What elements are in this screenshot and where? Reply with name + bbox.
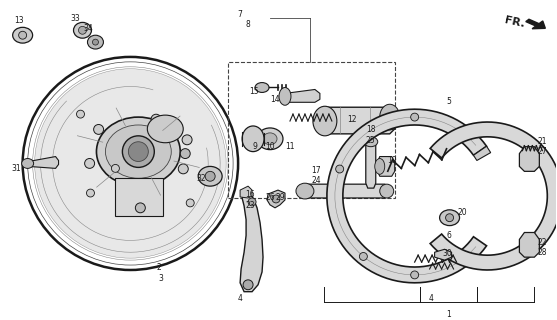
Text: 29: 29 xyxy=(275,194,285,203)
Ellipse shape xyxy=(85,158,95,168)
Text: 14: 14 xyxy=(270,95,280,104)
Polygon shape xyxy=(434,249,452,260)
Ellipse shape xyxy=(178,164,188,174)
Ellipse shape xyxy=(151,114,161,124)
Polygon shape xyxy=(519,233,539,257)
Bar xyxy=(115,178,163,216)
Ellipse shape xyxy=(35,69,226,258)
Text: 8: 8 xyxy=(246,20,251,29)
Ellipse shape xyxy=(380,184,394,198)
Polygon shape xyxy=(430,122,557,270)
Polygon shape xyxy=(267,190,285,208)
Text: FR.: FR. xyxy=(504,15,526,29)
Ellipse shape xyxy=(359,252,368,260)
Ellipse shape xyxy=(257,128,283,150)
Polygon shape xyxy=(378,156,395,176)
Text: 17
24: 17 24 xyxy=(311,165,321,185)
Ellipse shape xyxy=(135,203,145,213)
Text: 33: 33 xyxy=(71,14,80,23)
Text: 15: 15 xyxy=(249,87,259,96)
Ellipse shape xyxy=(105,125,171,178)
Text: 21
27: 21 27 xyxy=(538,137,547,156)
Polygon shape xyxy=(28,156,58,168)
Ellipse shape xyxy=(74,22,91,38)
Ellipse shape xyxy=(411,113,419,121)
Ellipse shape xyxy=(248,198,256,206)
FancyArrow shape xyxy=(526,19,545,29)
Polygon shape xyxy=(302,184,388,198)
Text: 31: 31 xyxy=(12,164,22,173)
Text: 5: 5 xyxy=(446,97,451,106)
Ellipse shape xyxy=(18,31,27,39)
Ellipse shape xyxy=(279,87,291,105)
Ellipse shape xyxy=(336,165,344,173)
Text: 4: 4 xyxy=(238,294,242,303)
Ellipse shape xyxy=(22,158,33,168)
Ellipse shape xyxy=(411,271,419,279)
Text: 26: 26 xyxy=(265,194,275,203)
Text: 10: 10 xyxy=(265,142,275,151)
Ellipse shape xyxy=(446,214,453,222)
Text: 32: 32 xyxy=(197,174,206,183)
Text: 1: 1 xyxy=(446,310,451,319)
Ellipse shape xyxy=(313,106,337,136)
Polygon shape xyxy=(285,90,320,102)
Polygon shape xyxy=(315,107,395,134)
Ellipse shape xyxy=(87,35,104,49)
Ellipse shape xyxy=(205,171,215,181)
Text: 34: 34 xyxy=(84,24,94,33)
Ellipse shape xyxy=(180,149,190,158)
Text: 7: 7 xyxy=(238,10,242,19)
Bar xyxy=(228,62,395,198)
Ellipse shape xyxy=(186,199,194,207)
Ellipse shape xyxy=(92,39,99,45)
Text: 11: 11 xyxy=(285,142,295,151)
Text: 13: 13 xyxy=(14,16,23,25)
Polygon shape xyxy=(240,186,252,198)
Polygon shape xyxy=(366,139,376,188)
Ellipse shape xyxy=(364,137,378,147)
Text: 12: 12 xyxy=(347,115,356,124)
Ellipse shape xyxy=(86,189,95,197)
Ellipse shape xyxy=(133,181,143,191)
Text: 4: 4 xyxy=(428,294,433,303)
Ellipse shape xyxy=(96,117,180,186)
Ellipse shape xyxy=(242,126,264,152)
Ellipse shape xyxy=(13,27,33,43)
Polygon shape xyxy=(473,146,491,161)
Text: 19: 19 xyxy=(387,156,397,165)
Polygon shape xyxy=(519,147,539,171)
Ellipse shape xyxy=(296,183,314,199)
Ellipse shape xyxy=(263,133,277,145)
Text: 16
23: 16 23 xyxy=(245,190,255,210)
Text: 18
25: 18 25 xyxy=(366,125,375,145)
Ellipse shape xyxy=(148,115,183,143)
Ellipse shape xyxy=(243,280,253,290)
Ellipse shape xyxy=(111,164,119,172)
Ellipse shape xyxy=(123,136,154,167)
Text: 6: 6 xyxy=(446,231,451,240)
Ellipse shape xyxy=(198,166,222,186)
Text: 9: 9 xyxy=(253,142,257,151)
Ellipse shape xyxy=(128,142,148,162)
Ellipse shape xyxy=(182,135,192,145)
Ellipse shape xyxy=(272,195,280,203)
Text: 30: 30 xyxy=(443,249,452,258)
Ellipse shape xyxy=(79,26,86,34)
Text: 2: 2 xyxy=(157,262,162,272)
Text: 20: 20 xyxy=(458,208,467,217)
Polygon shape xyxy=(240,194,263,292)
Text: 22
28: 22 28 xyxy=(538,237,547,257)
Ellipse shape xyxy=(255,83,269,92)
Ellipse shape xyxy=(76,110,85,118)
Ellipse shape xyxy=(380,104,400,130)
Ellipse shape xyxy=(375,158,385,174)
Text: 3: 3 xyxy=(159,274,164,284)
Ellipse shape xyxy=(94,124,104,134)
Polygon shape xyxy=(327,109,487,283)
Ellipse shape xyxy=(439,210,460,226)
